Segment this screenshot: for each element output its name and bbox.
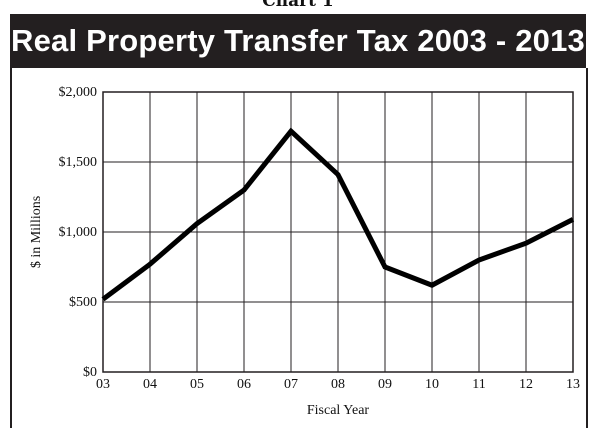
x-tick-label: 07 bbox=[284, 377, 298, 392]
y-tick-labels: $0 $500 $1,000 $1,500 $2,000 bbox=[59, 85, 98, 380]
x-tick-labels: 03 04 05 06 07 08 09 10 11 12 13 bbox=[96, 377, 580, 392]
x-tick-label: 09 bbox=[378, 377, 392, 392]
y-tick-label: $1,500 bbox=[59, 155, 98, 170]
y-axis-label: $ in Millions bbox=[29, 196, 44, 268]
chart-frame bbox=[10, 68, 588, 428]
y-tick-label: $500 bbox=[69, 295, 97, 310]
x-tick-label: 06 bbox=[237, 377, 251, 392]
x-tick-label: 04 bbox=[143, 377, 157, 392]
x-tick-label: 12 bbox=[519, 377, 533, 392]
y-tick-label: $0 bbox=[83, 365, 97, 380]
x-tick-label: 10 bbox=[425, 377, 439, 392]
y-tick-label: $2,000 bbox=[59, 85, 98, 100]
chart-title: Real Property Transfer Tax 2003 - 2013 bbox=[10, 14, 586, 68]
x-tick-label: 13 bbox=[566, 377, 580, 392]
grid-lines bbox=[103, 92, 573, 372]
plot-area-border bbox=[102, 91, 574, 373]
x-tick-label: 11 bbox=[472, 377, 485, 392]
series-line bbox=[101, 127, 575, 302]
x-tick-label: 08 bbox=[331, 377, 345, 392]
chart-caption: Chart 1 bbox=[262, 0, 334, 11]
x-tick-label: 03 bbox=[96, 377, 110, 392]
line-chart: $0 $500 $1,000 $1,500 $2,000 03 04 05 06 07 08 09 1… bbox=[29, 85, 580, 418]
x-tick-label: 05 bbox=[190, 377, 204, 392]
y-tick-label: $1,000 bbox=[59, 225, 98, 240]
x-axis-label: Fiscal Year bbox=[307, 403, 370, 418]
